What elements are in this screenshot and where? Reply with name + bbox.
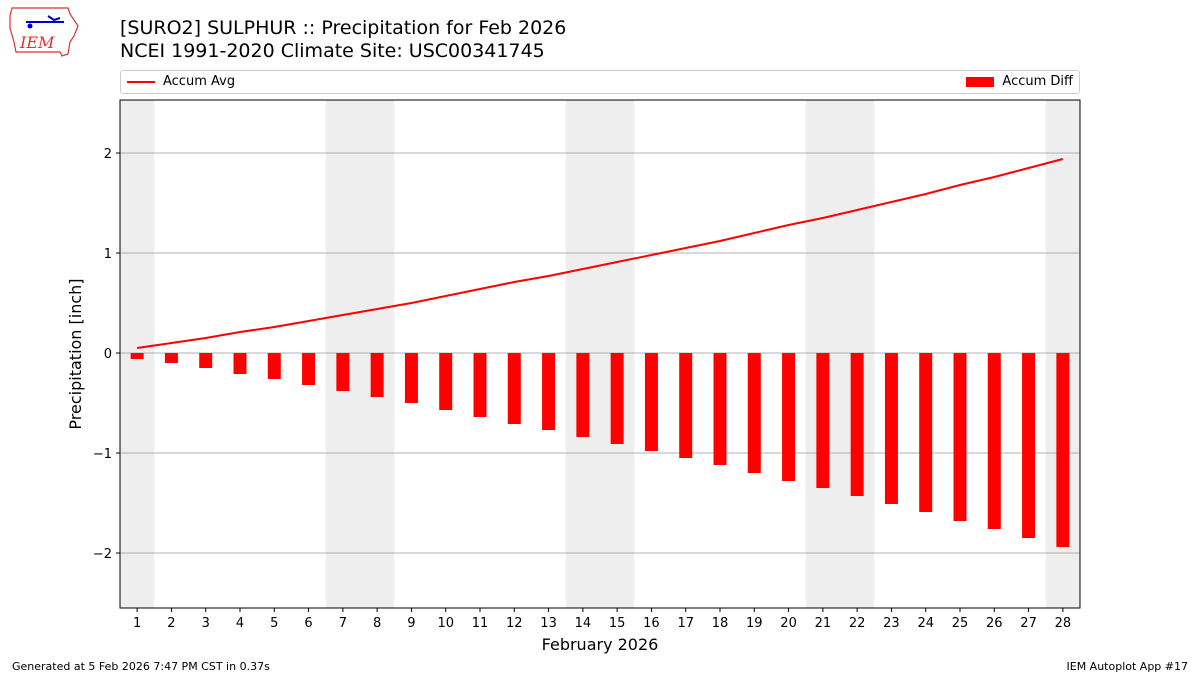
weekend-shade: [805, 100, 840, 608]
bar-accum-diff: [439, 353, 453, 410]
bar-accum-diff: [953, 353, 967, 521]
bar-accum-diff: [1022, 353, 1036, 538]
bar-accum-diff: [1056, 353, 1070, 547]
x-tick-label: 10: [437, 616, 454, 631]
y-tick-label: 0: [104, 347, 112, 362]
bar-accum-diff: [164, 353, 178, 363]
weekend-shade: [120, 100, 155, 608]
app-credit: IEM Autoplot App #17: [1066, 660, 1189, 673]
x-tick-label: 25: [952, 616, 969, 631]
bar-accum-diff: [370, 353, 384, 397]
x-tick-label: 24: [917, 616, 934, 631]
bar-accum-diff: [130, 353, 144, 359]
weekend-shade: [325, 100, 360, 608]
bar-accum-diff: [404, 353, 418, 403]
bar-accum-diff: [267, 353, 281, 379]
generated-note: Generated at 5 Feb 2026 7:47 PM CST in 0…: [12, 660, 270, 673]
legend-item-accum-avg: Accum Avg: [127, 74, 235, 89]
x-tick-label: 2: [167, 616, 175, 631]
legend: Accum Avg Accum Diff: [120, 70, 1080, 94]
x-tick-label: 13: [540, 616, 557, 631]
legend-label: Accum Avg: [163, 74, 236, 89]
x-tick-label: 14: [575, 616, 592, 631]
bar-accum-diff: [473, 353, 487, 417]
weekend-shade: [565, 100, 600, 608]
bar-accum-diff: [919, 353, 933, 512]
y-axis-label: Precipitation [inch]: [66, 278, 85, 429]
x-tick-label: 23: [883, 616, 900, 631]
x-tick-label: 26: [986, 616, 1003, 631]
bar-accum-diff: [884, 353, 898, 504]
bar-accum-diff: [610, 353, 624, 444]
x-tick-label: 3: [202, 616, 210, 631]
bar-accum-diff: [542, 353, 556, 430]
weekend-shade: [1045, 100, 1080, 608]
bar-accum-diff: [816, 353, 830, 488]
bar-accum-diff: [336, 353, 350, 391]
legend-bar-swatch: [966, 76, 995, 87]
bar-accum-diff: [713, 353, 727, 465]
x-tick-label: 21: [815, 616, 832, 631]
weekend-shade: [360, 100, 395, 608]
chart-subtitle: NCEI 1991-2020 Climate Site: USC00341745: [120, 40, 545, 62]
x-tick-label: 27: [1020, 616, 1037, 631]
plot-frame: [119, 99, 1081, 609]
y-tick-label: −2: [93, 547, 112, 562]
x-tick-label: 15: [609, 616, 626, 631]
x-tick-label: 12: [506, 616, 523, 631]
weekend-shade: [840, 100, 875, 608]
bar-accum-diff: [987, 353, 1001, 529]
bar-accum-diff: [679, 353, 693, 458]
x-tick-label: 22: [849, 616, 866, 631]
x-tick-label: 19: [746, 616, 763, 631]
y-tick-label: 2: [104, 147, 112, 162]
svg-text:IEM: IEM: [19, 33, 55, 52]
x-tick-label: 28: [1055, 616, 1072, 631]
line-accum-avg: [136, 158, 1064, 349]
x-tick-label: 18: [712, 616, 729, 631]
legend-line-swatch: [127, 80, 155, 83]
bar-accum-diff: [850, 353, 864, 496]
x-tick-label: 9: [407, 616, 415, 631]
x-tick-label: 20: [780, 616, 797, 631]
x-tick-label: 8: [373, 616, 381, 631]
x-tick-label: 17: [677, 616, 694, 631]
y-tick-label: −1: [93, 447, 112, 462]
x-tick-label: 6: [304, 616, 312, 631]
bar-accum-diff: [576, 353, 590, 437]
x-tick-label: 11: [472, 616, 489, 631]
bar-accum-diff: [507, 353, 521, 424]
x-tick-label: 5: [270, 616, 278, 631]
y-tick-label: 1: [104, 247, 112, 262]
legend-item-accum-diff: Accum Diff: [966, 74, 1073, 89]
weekend-shade: [600, 100, 635, 608]
legend-label: Accum Diff: [1002, 74, 1073, 89]
chart-title: [SURO2] SULPHUR :: Precipitation for Feb…: [120, 17, 567, 39]
bar-accum-diff: [199, 353, 213, 368]
x-tick-label: 16: [643, 616, 660, 631]
x-tick-label: 7: [339, 616, 347, 631]
bar-accum-diff: [747, 353, 761, 473]
bar-accum-diff: [644, 353, 658, 451]
bar-accum-diff: [782, 353, 796, 481]
bar-accum-diff: [302, 353, 316, 385]
bar-accum-diff: [233, 353, 247, 374]
iem-logo: IEM: [9, 7, 79, 57]
x-axis-label: February 2026: [542, 635, 659, 654]
x-tick-label: 1: [133, 616, 141, 631]
x-tick-label: 4: [236, 616, 244, 631]
